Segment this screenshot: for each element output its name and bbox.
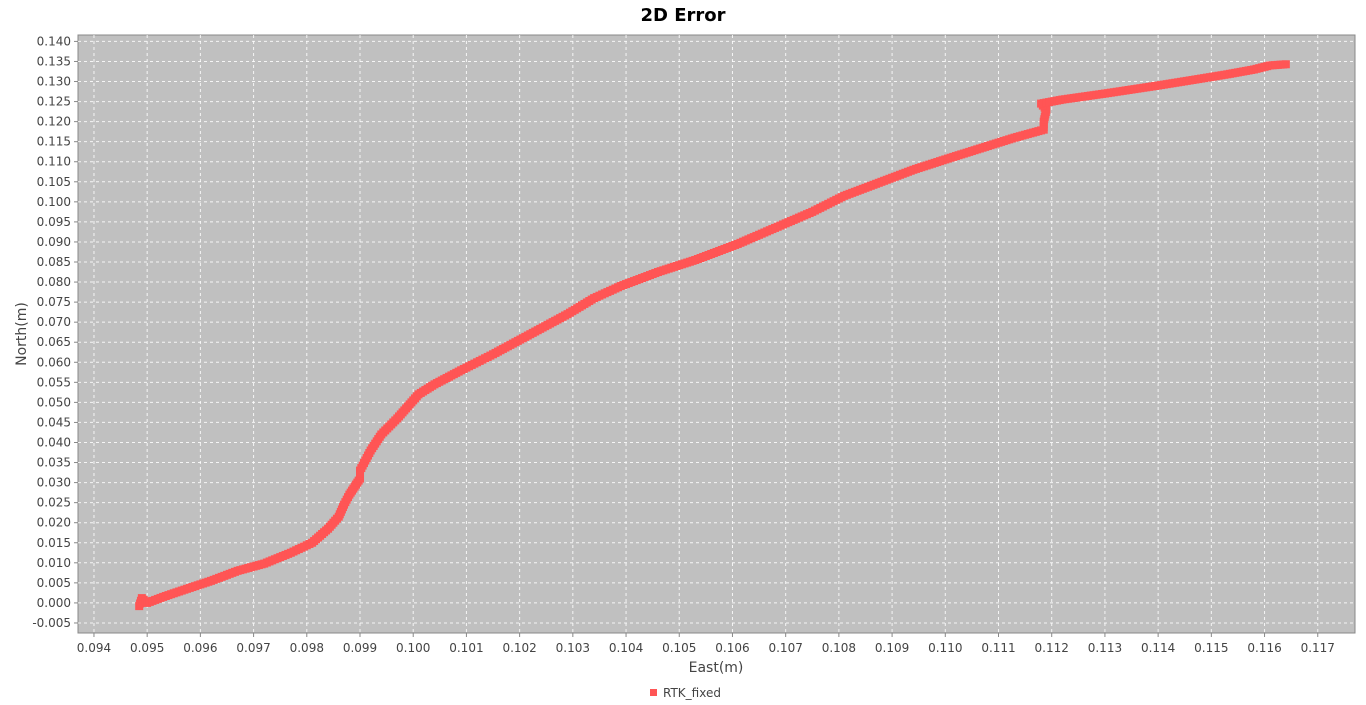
y-tick-label: 0.035 bbox=[37, 456, 71, 470]
y-tick-label: 0.120 bbox=[37, 115, 71, 129]
x-tick-label: 0.112 bbox=[1035, 641, 1069, 655]
y-tick-label: 0.085 bbox=[37, 255, 71, 269]
x-tick-label: 0.094 bbox=[77, 641, 111, 655]
y-tick-label: 0.130 bbox=[37, 75, 71, 89]
x-tick-label: 0.113 bbox=[1088, 641, 1122, 655]
legend-swatch-rtk-fixed bbox=[650, 689, 657, 696]
y-tick-label: 0.000 bbox=[37, 596, 71, 610]
y-tick-label: 0.010 bbox=[37, 556, 71, 570]
y-tick-label: -0.005 bbox=[32, 616, 71, 630]
x-axis-label: East(m) bbox=[689, 660, 744, 676]
x-axis-ticks: 0.094 0.095 0.096 0.097 0.098 0.099 0.100 0.101… bbox=[77, 633, 1335, 655]
chart-title: 2D Error bbox=[640, 5, 725, 26]
y-axis-label: North(m) bbox=[14, 302, 30, 366]
x-tick-label: 0.103 bbox=[556, 641, 590, 655]
y-tick-label: 0.125 bbox=[37, 95, 71, 109]
y-tick-label: 0.080 bbox=[37, 275, 71, 289]
y-tick-label: 0.030 bbox=[37, 476, 71, 490]
legend-label-rtk-fixed: RTK_fixed bbox=[663, 686, 721, 700]
x-tick-label: 0.096 bbox=[183, 641, 217, 655]
y-tick-label: 0.065 bbox=[37, 335, 71, 349]
x-tick-label: 0.095 bbox=[130, 641, 164, 655]
x-tick-label: 0.110 bbox=[928, 641, 962, 655]
x-tick-label: 0.098 bbox=[290, 641, 324, 655]
x-tick-label: 0.105 bbox=[662, 641, 696, 655]
y-tick-label: 0.115 bbox=[37, 135, 71, 149]
x-tick-label: 0.107 bbox=[768, 641, 802, 655]
y-tick-label: 0.095 bbox=[37, 215, 71, 229]
x-tick-label: 0.102 bbox=[502, 641, 536, 655]
x-tick-label: 0.101 bbox=[449, 641, 483, 655]
series-rtk-fixed bbox=[135, 60, 1290, 611]
x-tick-label: 0.114 bbox=[1141, 641, 1175, 655]
grid-lines bbox=[78, 35, 1355, 633]
y-tick-label: 0.015 bbox=[37, 536, 71, 550]
y-tick-label: 0.060 bbox=[37, 355, 71, 369]
y-tick-label: 0.075 bbox=[37, 295, 71, 309]
data-point bbox=[1281, 60, 1290, 69]
y-tick-label: 0.005 bbox=[37, 576, 71, 590]
y-tick-label: 0.055 bbox=[37, 375, 71, 389]
x-tick-label: 0.108 bbox=[822, 641, 856, 655]
plot-area bbox=[77, 34, 1356, 634]
x-tick-label: 0.115 bbox=[1194, 641, 1228, 655]
y-tick-label: 0.110 bbox=[37, 155, 71, 169]
y-tick-label: 0.090 bbox=[37, 235, 71, 249]
y-tick-label: 0.020 bbox=[37, 516, 71, 530]
y-tick-label: 0.105 bbox=[37, 175, 71, 189]
y-tick-label: 0.135 bbox=[37, 54, 71, 68]
x-tick-label: 0.117 bbox=[1301, 641, 1335, 655]
legend: RTK_fixed bbox=[650, 686, 721, 700]
y-tick-label: 0.070 bbox=[37, 315, 71, 329]
y-tick-label: 0.045 bbox=[37, 415, 71, 429]
x-tick-label: 0.106 bbox=[715, 641, 749, 655]
x-tick-label: 0.104 bbox=[609, 641, 643, 655]
x-tick-label: 0.116 bbox=[1247, 641, 1281, 655]
y-tick-label: 0.025 bbox=[37, 496, 71, 510]
x-tick-label: 0.111 bbox=[981, 641, 1015, 655]
y-tick-label: 0.050 bbox=[37, 395, 71, 409]
x-tick-label: 0.109 bbox=[875, 641, 909, 655]
x-tick-label: 0.099 bbox=[343, 641, 377, 655]
x-tick-label: 0.097 bbox=[236, 641, 270, 655]
y-tick-label: 0.040 bbox=[37, 435, 71, 449]
y-tick-label: 0.100 bbox=[37, 195, 71, 209]
y-tick-label: 0.140 bbox=[37, 34, 71, 48]
y-axis-ticks: -0.005 0.000 0.005 0.010 0.015 0.020 0.025 0.03… bbox=[32, 34, 78, 630]
x-tick-label: 0.100 bbox=[396, 641, 430, 655]
